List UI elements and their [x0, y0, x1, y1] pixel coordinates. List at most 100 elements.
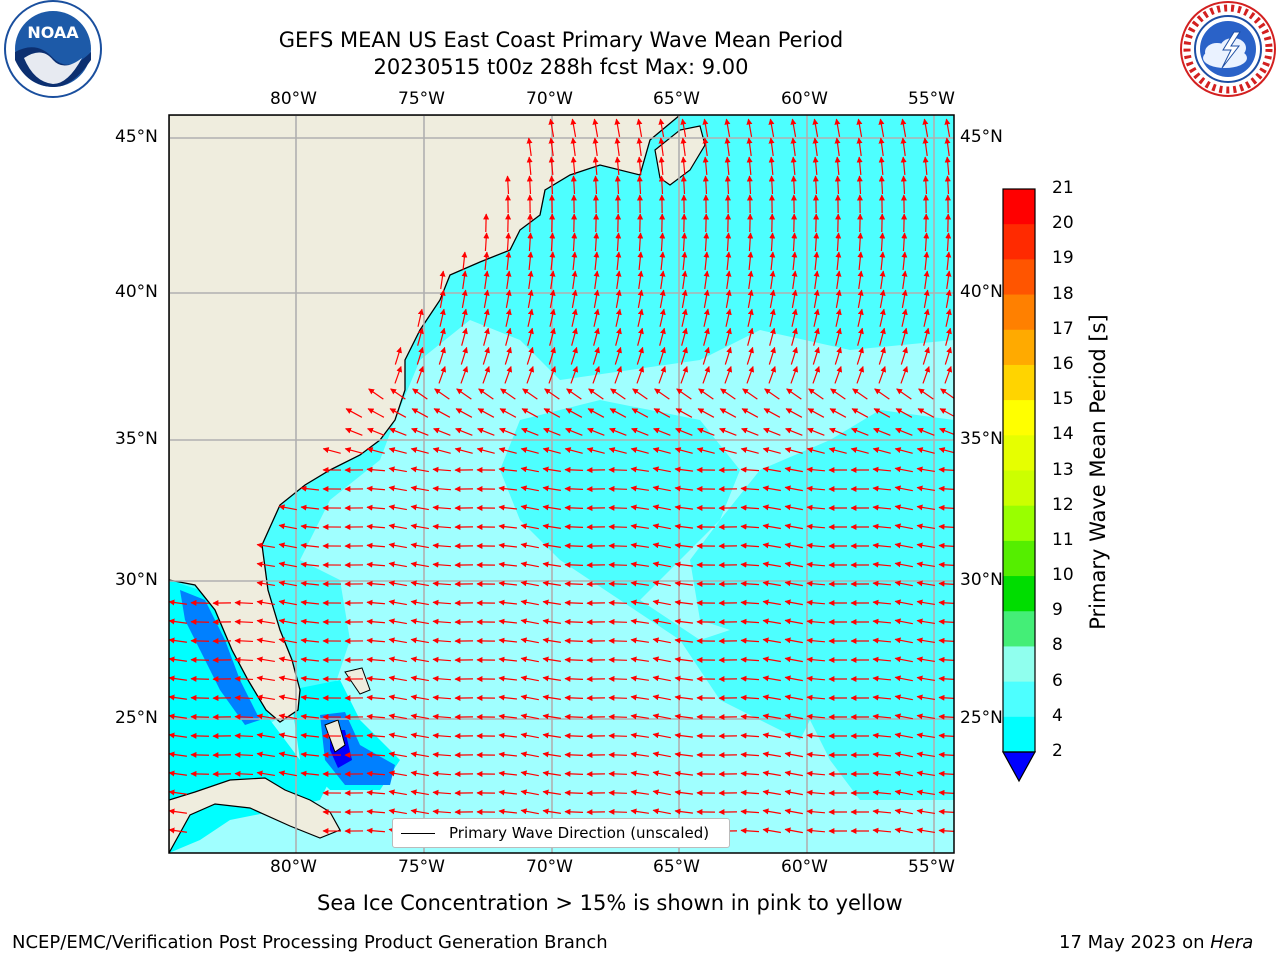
wave-direction-arrow [784, 447, 803, 454]
wave-direction-arrow [410, 770, 429, 777]
wave-direction-arrow [520, 732, 539, 739]
wave-direction-arrow [652, 656, 671, 663]
wave-direction-arrow [592, 346, 600, 365]
wave-direction-arrow [746, 137, 753, 156]
wave-direction-arrow [834, 175, 841, 195]
legend-line-icon [401, 832, 435, 834]
wave-direction-arrow [740, 827, 760, 834]
wave-direction-arrow [505, 270, 512, 289]
wave-direction-arrow [658, 175, 665, 195]
wave-direction-arrow [894, 466, 913, 473]
wave-direction-arrow [366, 827, 386, 834]
wave-direction-arrow [498, 789, 518, 796]
wave-direction-arrow [762, 447, 781, 454]
wave-direction-arrow [784, 751, 803, 758]
wave-direction-arrow [740, 808, 760, 815]
wave-direction-arrow [169, 770, 187, 777]
colorbar-segment [1003, 611, 1035, 647]
wave-direction-arrow [630, 675, 649, 682]
wave-direction-arrow [878, 365, 887, 384]
wave-direction-arrow [366, 466, 386, 473]
wave-direction-arrow [894, 675, 913, 682]
wave-direction-arrow [762, 675, 781, 682]
wave-direction-arrow [588, 388, 604, 400]
wave-direction-arrow [872, 808, 892, 815]
wave-direction-arrow [894, 618, 913, 625]
wave-direction-arrow [432, 770, 452, 777]
noaa-logo: NOAA [4, 0, 102, 98]
wave-direction-arrow [807, 408, 825, 418]
wave-direction-arrow [608, 485, 628, 492]
wave-direction-arrow [432, 580, 452, 587]
wave-direction-arrow [483, 251, 490, 271]
wave-direction-arrow [608, 504, 628, 511]
wave-direction-arrow [681, 327, 688, 346]
wave-direction-arrow [808, 388, 824, 400]
wave-direction-arrow [872, 447, 891, 454]
wave-direction-arrow [366, 485, 386, 492]
wave-direction-arrow [367, 408, 385, 418]
wave-direction-arrow [608, 580, 628, 587]
wave-direction-arrow [498, 732, 518, 739]
wave-direction-arrow [872, 580, 892, 587]
wave-direction-arrow [857, 270, 864, 289]
wave-direction-arrow [368, 388, 384, 400]
wave-direction-arrow [498, 485, 518, 492]
wave-direction-arrow [724, 346, 732, 365]
wave-direction-arrow [256, 580, 275, 587]
wave-direction-arrow [680, 118, 687, 137]
wave-direction-arrow [169, 618, 187, 625]
wave-direction-arrow [505, 232, 512, 252]
wave-direction-arrow [542, 561, 561, 568]
wave-direction-arrow [653, 427, 671, 436]
wave-direction-arrow [608, 789, 628, 796]
wave-direction-arrow [593, 232, 600, 252]
wave-direction-arrow [784, 694, 803, 701]
wave-direction-arrow [828, 447, 847, 454]
wave-direction-arrow [878, 175, 885, 195]
wave-direction-arrow [549, 270, 556, 289]
wave-direction-arrow [916, 447, 935, 454]
wave-direction-arrow [615, 251, 622, 271]
wave-direction-arrow [916, 580, 935, 587]
wave-direction-arrow [394, 365, 403, 384]
wave-direction-arrow [278, 751, 297, 758]
colorbar-segment [1003, 716, 1035, 753]
wave-direction-arrow [564, 713, 584, 720]
wave-direction-arrow [432, 713, 452, 720]
wave-direction-arrow [856, 346, 864, 365]
wave-direction-arrow [366, 580, 386, 587]
wave-direction-arrow [702, 137, 709, 156]
wave-direction-arrow [526, 365, 535, 384]
wave-direction-arrow [813, 289, 820, 308]
wave-direction-arrow [658, 137, 665, 156]
wave-direction-arrow [630, 713, 649, 720]
wave-direction-arrow [674, 732, 694, 739]
wave-direction-arrow [945, 232, 952, 252]
wave-direction-arrow [388, 542, 407, 549]
wave-direction-arrow [520, 694, 539, 701]
wave-direction-arrow [300, 542, 320, 549]
wave-direction-arrow [790, 346, 798, 365]
lat-label-left-45n: 45°N [115, 127, 158, 147]
wave-direction-arrow [570, 137, 577, 156]
wave-direction-arrow [388, 656, 407, 663]
wave-direction-arrow [498, 618, 518, 625]
wave-direction-arrow [895, 427, 913, 436]
wave-direction-arrow [520, 504, 539, 511]
wave-direction-arrow [542, 618, 561, 625]
wave-direction-arrow [923, 270, 930, 289]
wave-direction-arrow [388, 485, 407, 492]
wave-direction-arrow [697, 408, 715, 418]
wave-direction-arrow [916, 751, 935, 758]
wave-direction-arrow [564, 542, 584, 549]
wave-direction-arrow [410, 561, 429, 568]
wave-direction-arrow [894, 485, 913, 492]
wave-direction-arrow [901, 289, 908, 308]
wave-direction-arrow [522, 388, 538, 400]
wave-direction-arrow [234, 732, 254, 739]
wave-direction-arrow [527, 232, 534, 252]
map-area [169, 115, 954, 853]
wave-direction-arrow [806, 485, 826, 492]
wave-direction-arrow [498, 466, 518, 473]
